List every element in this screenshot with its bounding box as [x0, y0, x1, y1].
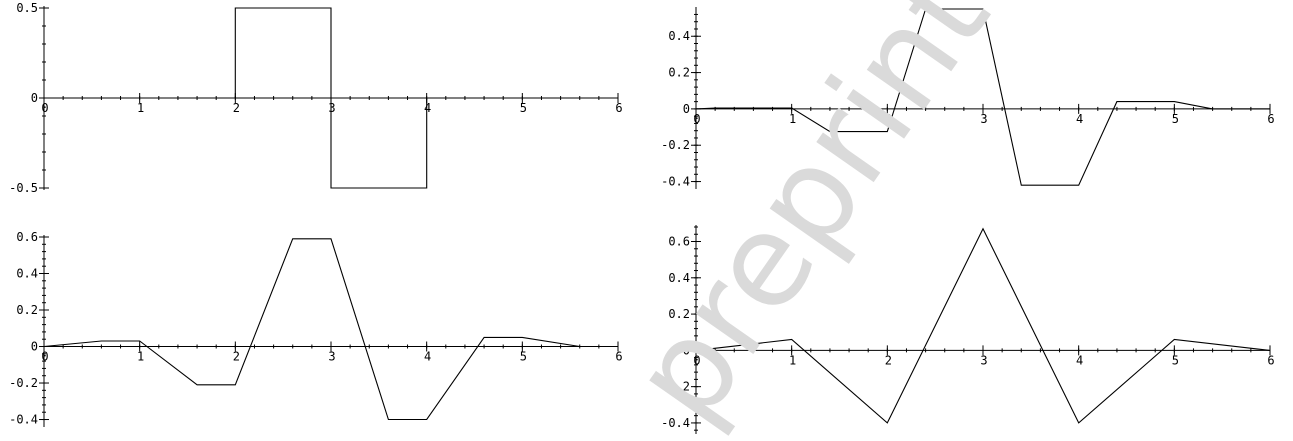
x-tick-label: 0: [693, 112, 700, 126]
y-tick-label: -0.4: [661, 416, 690, 430]
y-tick-label: -0.4: [661, 175, 690, 189]
y-tick-label: 0.4: [16, 267, 38, 281]
x-tick-label: 5: [1172, 353, 1179, 367]
series-line: [695, 8, 1270, 186]
x-tick-label: 6: [1267, 353, 1274, 367]
y-tick-label: 0.6: [16, 230, 38, 244]
x-tick-label: 0: [693, 353, 700, 367]
y-tick-label: 0.5: [16, 1, 38, 15]
x-tick-label: 6: [615, 350, 622, 364]
x-tick-label: 5: [520, 350, 527, 364]
watermark-text: preprint: [603, 0, 1018, 441]
y-tick-label: 0: [683, 343, 690, 357]
plot-panel-bottom-right: 0.60.40.20-0.2-0.40 1 2 3 4 5 6: [661, 225, 1275, 434]
x-tick-label: 1: [789, 353, 796, 367]
y-tick-label: 0.6: [668, 235, 690, 249]
x-tick-label: 3: [328, 101, 335, 115]
y-tick-label: 0: [31, 91, 38, 105]
plot-panel-top-right: 0.40.20-0.2-0.40 1 2 3 4 5 6: [661, 7, 1275, 189]
x-tick-label: 0: [41, 350, 48, 364]
series-line: [44, 7, 618, 189]
y-tick-label: 0.2: [16, 303, 38, 317]
y-tick-label: 0.4: [668, 271, 690, 285]
x-tick-label: 5: [520, 101, 527, 115]
y-tick-label: 0.2: [668, 307, 690, 321]
y-tick-label: -0.2: [661, 138, 690, 152]
y-tick-label: -0.2: [661, 380, 690, 394]
plot-panel-bottom-left: 0.60.40.20-0.2-0.40 1 2 3 4 5 6: [9, 230, 623, 427]
x-tick-label: 6: [1267, 112, 1274, 126]
y-tick-label: -0.2: [9, 376, 38, 390]
x-tick-label: 0: [41, 101, 48, 115]
y-tick-label: -0.5: [9, 181, 38, 195]
y-tick-label: -0.4: [9, 413, 38, 427]
x-tick-label: 3: [980, 112, 987, 126]
x-tick-label: 2: [885, 112, 892, 126]
x-tick-label: 4: [1076, 112, 1083, 126]
x-tick-label: 3: [328, 350, 335, 364]
x-tick-label: 3: [980, 353, 987, 367]
y-tick-label: 0: [683, 102, 690, 116]
x-tick-label: 4: [424, 101, 431, 115]
y-tick-label: 0: [31, 340, 38, 354]
y-tick-label: 0.2: [668, 66, 690, 80]
x-tick-label: 1: [789, 112, 796, 126]
x-tick-label: 4: [424, 350, 431, 364]
x-tick-label: 2: [885, 353, 892, 367]
x-tick-label: 4: [1076, 353, 1083, 367]
y-tick-label: 0.4: [668, 29, 690, 43]
x-tick-label: 1: [137, 101, 144, 115]
x-tick-label: 6: [615, 101, 622, 115]
x-tick-label: 1: [137, 350, 144, 364]
x-tick-label: 2: [233, 350, 240, 364]
x-tick-label: 2: [233, 101, 240, 115]
plot-panel-top-left: 0.5 0 -0.5 0 1 2 3 4 5 6: [9, 1, 623, 195]
series-line: [695, 227, 1271, 424]
x-tick-label: 5: [1172, 112, 1179, 126]
series-line: [43, 238, 618, 421]
